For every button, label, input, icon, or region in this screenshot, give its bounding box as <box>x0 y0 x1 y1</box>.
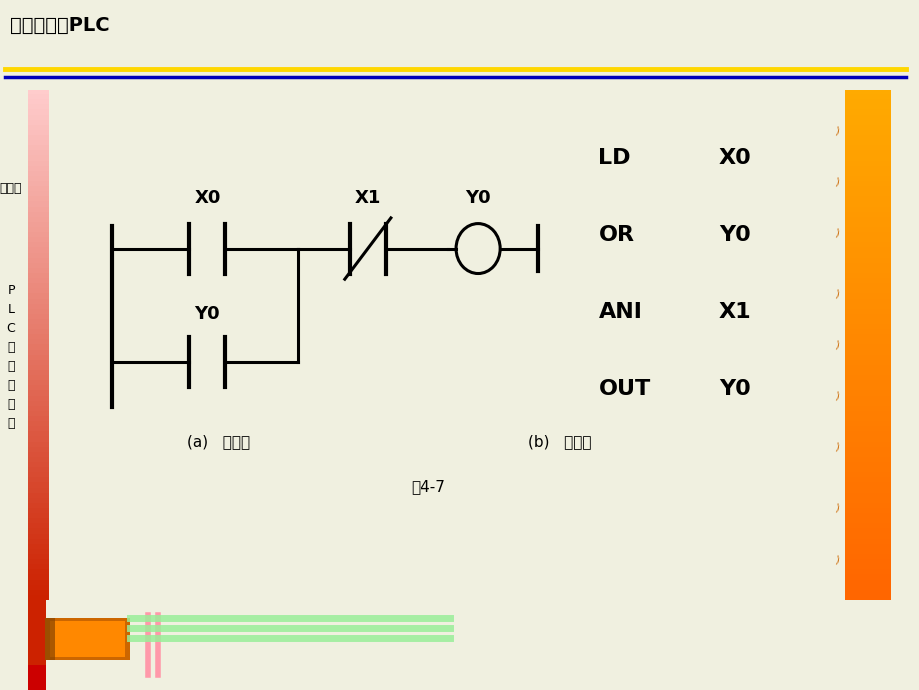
Text: LD: LD <box>597 148 630 168</box>
Text: X1: X1 <box>354 188 380 206</box>
Bar <box>45 618 130 660</box>
Text: Y0: Y0 <box>195 306 220 324</box>
Text: (a)   梯形图: (a) 梯形图 <box>187 434 250 449</box>
Text: X0: X0 <box>718 148 751 168</box>
Text: ): ) <box>834 288 839 299</box>
Text: ANI: ANI <box>597 302 641 322</box>
Text: ): ) <box>834 391 839 402</box>
Bar <box>28 600 46 690</box>
Text: (b)   语句表: (b) 语句表 <box>528 434 591 449</box>
Text: OR: OR <box>597 225 634 245</box>
Text: Y0: Y0 <box>718 380 750 400</box>
Text: 模块四: 模块四 <box>0 181 22 195</box>
Text: X1: X1 <box>718 302 751 322</box>
Text: ): ) <box>834 126 839 136</box>
Text: ): ) <box>834 177 839 187</box>
Text: Y0: Y0 <box>465 188 491 206</box>
Bar <box>28 665 46 690</box>
Text: 图4-7: 图4-7 <box>411 480 445 494</box>
Text: ): ) <box>834 503 839 513</box>
Bar <box>50 621 125 657</box>
Text: ): ) <box>834 339 839 351</box>
Bar <box>45 618 55 660</box>
Text: ): ) <box>834 442 839 453</box>
Text: X0: X0 <box>194 188 221 206</box>
Text: 电气控制与PLC: 电气控制与PLC <box>10 15 109 34</box>
Text: OUT: OUT <box>597 380 650 400</box>
Text: ): ) <box>834 554 839 564</box>
Text: P
L
C
的
指
令
系
统: P L C 的 指 令 系 统 <box>6 284 16 430</box>
Text: ): ) <box>834 228 839 238</box>
Text: Y0: Y0 <box>718 225 750 245</box>
